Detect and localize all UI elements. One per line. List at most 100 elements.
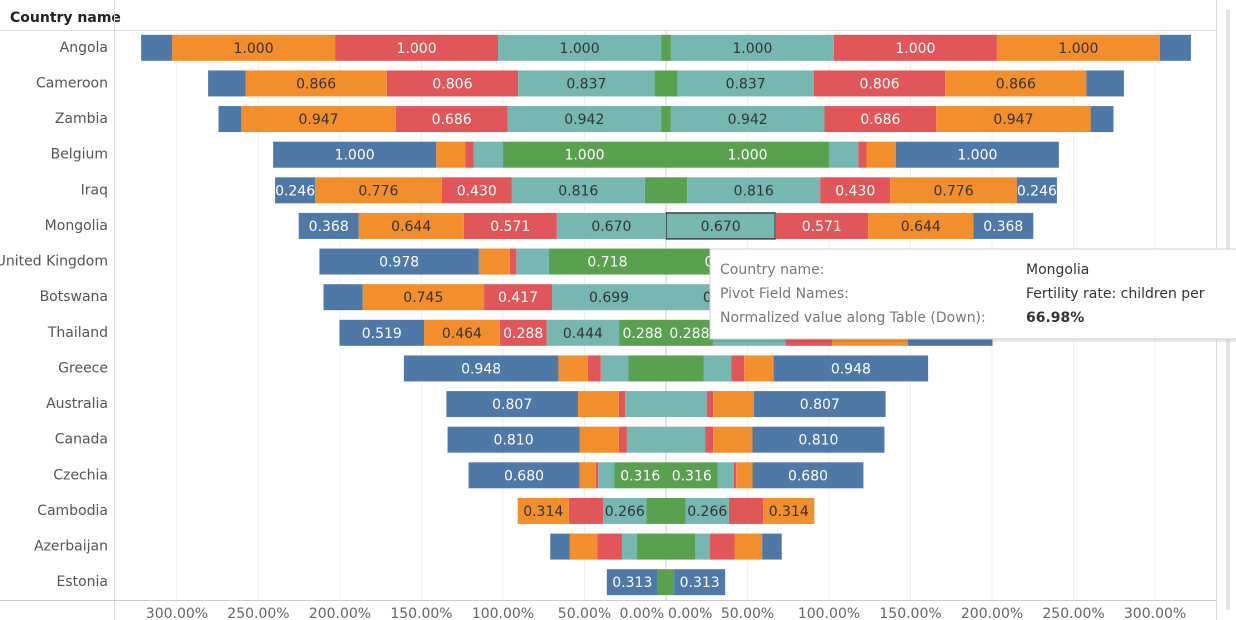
value-label: 0.430 bbox=[835, 183, 875, 199]
y-tick-label: Angola bbox=[60, 40, 108, 56]
value-label: 0.837 bbox=[726, 76, 766, 92]
x-tick-label: 250.00% bbox=[227, 606, 289, 620]
x-tick-label: 300.00% bbox=[146, 606, 208, 620]
bar-segment bbox=[621, 533, 637, 560]
value-label: 0.680 bbox=[504, 468, 544, 484]
bar-segment bbox=[597, 533, 622, 560]
bar-segment bbox=[516, 248, 549, 275]
x-tick-label: 100.00% bbox=[472, 606, 534, 620]
value-label: 0.745 bbox=[403, 290, 443, 306]
bar-segment bbox=[752, 462, 864, 489]
bar-segment bbox=[595, 462, 599, 489]
y-tick-label: Belgium bbox=[51, 147, 108, 163]
bar-segment bbox=[577, 391, 619, 418]
value-label: 0.368 bbox=[309, 219, 349, 235]
bar-segment bbox=[511, 177, 645, 204]
bar-segment bbox=[829, 141, 859, 168]
value-label: 0.807 bbox=[492, 397, 532, 413]
bar-segment bbox=[208, 70, 246, 97]
bar-segment bbox=[996, 34, 1160, 61]
bar-segment bbox=[569, 533, 598, 560]
value-label: 0.942 bbox=[564, 112, 604, 128]
bar-segment bbox=[568, 497, 604, 524]
value-label: 0.942 bbox=[728, 112, 768, 128]
tooltip: Country name: Mongolia Pivot Field Names: F… bbox=[709, 248, 1236, 342]
value-label: 0.948 bbox=[461, 361, 501, 377]
bar-segment bbox=[677, 70, 814, 97]
value-label: 0.776 bbox=[358, 183, 398, 199]
value-label: 0.644 bbox=[391, 219, 431, 235]
tooltip-label: Normalized value along Table (Down): bbox=[720, 310, 986, 326]
x-tick-label: 50.00% bbox=[558, 606, 611, 620]
y-tick-label: Botswana bbox=[40, 289, 108, 305]
value-label: 0.670 bbox=[701, 219, 741, 235]
value-label: 0.816 bbox=[558, 183, 598, 199]
value-label: 0.571 bbox=[802, 219, 842, 235]
value-label: 1.000 bbox=[564, 148, 604, 164]
bar-segment bbox=[484, 284, 553, 311]
value-label: 0.519 bbox=[362, 326, 402, 342]
value-label: 0.571 bbox=[490, 219, 530, 235]
bar-segment bbox=[666, 319, 713, 346]
bar-segment bbox=[775, 212, 869, 239]
bar-segment bbox=[703, 355, 732, 382]
bar-segment bbox=[945, 70, 1087, 97]
bar-segment bbox=[323, 284, 363, 311]
value-label: 0.288 bbox=[669, 326, 709, 342]
bar-segment bbox=[465, 141, 474, 168]
bar-segment bbox=[507, 106, 662, 133]
value-label: 0.806 bbox=[860, 76, 900, 92]
value-label: 0.978 bbox=[379, 255, 419, 271]
y-tick-label: Australia bbox=[46, 396, 108, 412]
bar-segment bbox=[339, 319, 425, 346]
bar-segment bbox=[598, 462, 615, 489]
y-tick-label: Thailand bbox=[47, 325, 108, 341]
tooltip-value: 66.98% bbox=[1026, 310, 1084, 326]
bar-segment bbox=[298, 212, 359, 239]
x-tick-label: 150.00% bbox=[879, 606, 941, 620]
bar-segment bbox=[218, 106, 242, 133]
bar-segment bbox=[713, 391, 755, 418]
bar-segment bbox=[752, 426, 885, 453]
value-label: 0.837 bbox=[566, 76, 606, 92]
bar-segment bbox=[315, 177, 442, 204]
y-tick-label: Azerbaijan bbox=[34, 539, 108, 555]
y-tick-label: Estonia bbox=[56, 574, 108, 590]
value-label: 0.810 bbox=[494, 433, 534, 449]
y-tick-label: Greece bbox=[58, 360, 108, 376]
value-label: 0.807 bbox=[800, 397, 840, 413]
bar-segment bbox=[319, 248, 479, 275]
value-label: 0.444 bbox=[563, 326, 603, 342]
y-tick-label: Cameroon bbox=[36, 75, 108, 91]
bar-segment bbox=[273, 141, 437, 168]
bar-segment bbox=[1016, 177, 1057, 204]
value-label: 0.866 bbox=[996, 76, 1036, 92]
bar-segment bbox=[670, 106, 825, 133]
bar-segment bbox=[1086, 70, 1124, 97]
bar-segment bbox=[646, 497, 666, 524]
value-label: 0.686 bbox=[432, 112, 472, 128]
bar-segment bbox=[705, 426, 714, 453]
bar-segment bbox=[744, 355, 774, 382]
bar-segment bbox=[666, 569, 675, 596]
bar-segment bbox=[706, 391, 714, 418]
bar-segment bbox=[824, 106, 937, 133]
y-tick-label: Cambodia bbox=[37, 503, 108, 519]
value-label: 0.947 bbox=[298, 112, 338, 128]
bar-segment bbox=[713, 426, 753, 453]
value-label: 0.948 bbox=[831, 361, 871, 377]
x-tick-label: 300.00% bbox=[1124, 606, 1186, 620]
row-header: Country name bbox=[10, 10, 121, 26]
bar-segment bbox=[245, 70, 387, 97]
bar-segment bbox=[666, 426, 706, 453]
bar-segment bbox=[446, 391, 578, 418]
tooltip-label: Country name: bbox=[720, 262, 825, 278]
bar-segment bbox=[728, 497, 764, 524]
bar-segment bbox=[502, 141, 666, 168]
value-label: 0.313 bbox=[612, 575, 652, 591]
bar-segment bbox=[548, 248, 666, 275]
bar-segment bbox=[890, 177, 1017, 204]
value-label: 0.718 bbox=[587, 255, 627, 271]
bar-segment bbox=[619, 319, 666, 346]
bar-segment bbox=[618, 391, 626, 418]
